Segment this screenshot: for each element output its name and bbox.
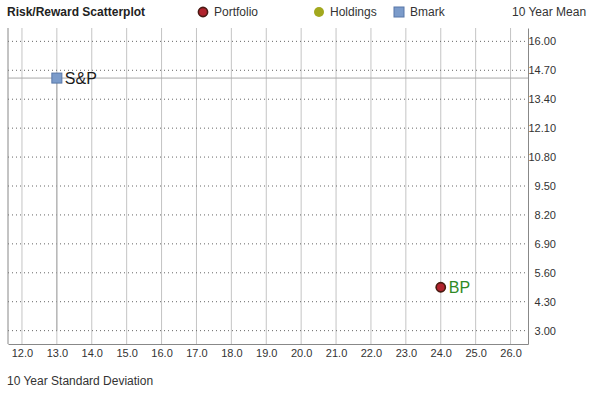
benchmark-std-line — [56, 78, 57, 331]
point-label: S&P — [65, 70, 97, 87]
title: Risk/Reward Scatterplot — [7, 5, 145, 19]
y-tick-label: 6.90 — [535, 238, 556, 250]
grid-line-y — [8, 99, 528, 100]
x-tick-label: 12.0 — [12, 347, 33, 359]
point — [436, 282, 446, 292]
x-tick-label: 25.0 — [465, 347, 486, 359]
x-tick-label: 15.0 — [116, 347, 137, 359]
y-axis-title: 10 Year Mean — [512, 5, 586, 19]
grid-line-y — [8, 301, 528, 302]
grid-line-x — [161, 28, 162, 344]
x-tick-label: 16.0 — [151, 347, 172, 359]
legend-item: Portfolio — [198, 5, 258, 19]
y-tick-label: 5.60 — [535, 267, 556, 279]
x-tick: 25.0 — [465, 344, 486, 359]
y-tick: 14.70 — [528, 64, 556, 76]
y-tick-label: 4.30 — [535, 296, 556, 308]
legend-symbol — [198, 7, 207, 16]
x-tick: 19.0 — [256, 344, 277, 359]
grid-line-x — [405, 28, 406, 344]
y-tick: 13.40 — [528, 93, 556, 105]
grid-line-y — [8, 128, 528, 129]
grid-line-x — [370, 28, 371, 344]
chart: Risk/Reward Scatterplot Portfolio Holdings… — [0, 0, 600, 393]
x-tick-label: 26.0 — [500, 347, 521, 359]
x-tick-label: 21.0 — [326, 347, 347, 359]
y-tick: 5.60 — [528, 267, 556, 279]
x-tick-label: 20.0 — [291, 347, 312, 359]
y-tick: 9.50 — [528, 180, 556, 192]
x-tick: 14.0 — [82, 344, 103, 359]
grid-line-x — [231, 28, 232, 344]
grid-line-y — [8, 214, 528, 215]
y-tick: 10.80 — [528, 151, 556, 163]
x-tick: 17.0 — [186, 344, 207, 359]
x-tick: 21.0 — [326, 344, 347, 359]
grid-line-x — [266, 28, 267, 344]
y-tick-label: 9.50 — [535, 180, 556, 192]
x-tick-label: 14.0 — [82, 347, 103, 359]
y-tick: 3.00 — [528, 325, 556, 337]
x-axis: 12.0 13.0 14.0 15.0 16.0 17.0 18.0 19.0 20.0 21.0… — [9, 344, 529, 359]
x-tick: 13.0 — [47, 344, 68, 359]
plot-area — [8, 73, 528, 331]
point-labels: S&P BP — [65, 70, 470, 296]
y-tick-label: 3.00 — [535, 325, 556, 337]
legend-item: Holdings — [314, 5, 377, 19]
y-tick-label: 10.80 — [528, 151, 556, 163]
grid-line-y — [8, 243, 528, 244]
x-tick-label: 23.0 — [396, 347, 417, 359]
grid-line-x — [510, 28, 511, 344]
x-tick: 26.0 — [500, 344, 521, 359]
legend-item: Bmark — [394, 5, 446, 19]
x-tick-label: 22.0 — [361, 347, 382, 359]
x-tick-label: 19.0 — [256, 347, 277, 359]
y-tick: 16.00 — [528, 35, 556, 47]
x-tick-label: 17.0 — [186, 347, 207, 359]
legend-label: Bmark — [410, 5, 446, 19]
x-tick: 22.0 — [361, 344, 382, 359]
legend-label: Portfolio — [214, 5, 258, 19]
grid — [8, 28, 528, 344]
x-tick: 16.0 — [151, 344, 172, 359]
y-tick: 6.90 — [528, 238, 556, 250]
y-tick-label: 16.00 — [528, 35, 556, 47]
x-tick: 15.0 — [116, 344, 137, 359]
legend-label: Holdings — [330, 5, 377, 19]
y-axis: 3.00 4.30 5.60 6.90 8.20 9.50 10.80 12.10 13.40 1… — [528, 29, 556, 345]
point — [52, 73, 62, 83]
grid-line-y — [8, 330, 528, 331]
point-label: BP — [449, 279, 470, 296]
x-tick: 12.0 — [12, 344, 33, 359]
legend-symbol — [394, 7, 404, 17]
y-tick: 4.30 — [528, 296, 556, 308]
legend-symbol — [314, 7, 324, 17]
grid-line-y — [8, 186, 528, 187]
x-tick: 18.0 — [221, 344, 242, 359]
grid-line-x — [126, 28, 127, 344]
y-tick: 12.10 — [528, 122, 556, 134]
y-tick-label: 13.40 — [528, 93, 556, 105]
grid-line-y — [8, 157, 528, 158]
plot-frame — [8, 28, 9, 344]
grid-line-x — [21, 28, 22, 344]
x-tick-label: 24.0 — [431, 347, 452, 359]
x-tick: 20.0 — [291, 344, 312, 359]
x-axis-line — [9, 344, 529, 345]
y-tick-label: 8.20 — [535, 209, 556, 221]
y-tick: 8.20 — [528, 209, 556, 221]
x-tick: 23.0 — [396, 344, 417, 359]
y-tick-label: 14.70 — [528, 64, 556, 76]
x-axis-title: 10 Year Standard Deviation — [7, 374, 153, 388]
grid-line-y — [8, 41, 528, 42]
point — [436, 283, 445, 292]
y-tick-label: 12.10 — [528, 122, 556, 134]
x-tick-label: 13.0 — [47, 347, 68, 359]
x-tick-label: 18.0 — [221, 347, 242, 359]
grid-line-y — [8, 272, 528, 273]
x-tick: 24.0 — [431, 344, 452, 359]
